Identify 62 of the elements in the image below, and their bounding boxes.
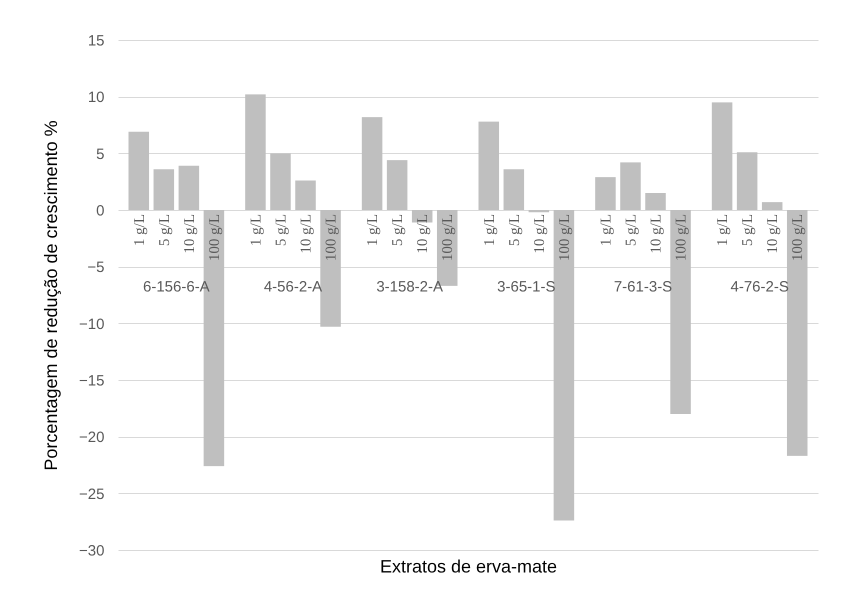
y-tick-label: −15 xyxy=(79,372,104,390)
x-tick-label: 3-158-2-A xyxy=(376,278,444,296)
text: 5 g/L xyxy=(156,214,173,246)
text: 5 g/L xyxy=(506,214,523,246)
bar xyxy=(154,169,174,210)
text: 10 g/L xyxy=(415,214,432,254)
bar xyxy=(670,210,691,414)
text: 1 g/L xyxy=(132,214,148,246)
text: 10 g/L xyxy=(182,214,198,254)
bar xyxy=(620,162,641,210)
bar xyxy=(504,169,524,210)
y-tick-label: −25 xyxy=(79,486,104,503)
y-tick-label: 0 xyxy=(96,202,104,220)
text: 1 g/L xyxy=(365,214,382,246)
text: 100 g/L xyxy=(674,214,690,262)
bar xyxy=(554,210,574,521)
bar xyxy=(712,102,732,210)
bar xyxy=(762,202,782,210)
text: 5 g/L xyxy=(623,214,640,246)
bar xyxy=(386,160,408,210)
y-tick-label: −20 xyxy=(79,429,104,446)
bar xyxy=(478,122,500,210)
bar xyxy=(295,180,316,210)
text: 100 g/L xyxy=(556,214,573,262)
text: 100 g/L xyxy=(440,214,456,262)
y-tick-label: −30 xyxy=(79,542,104,560)
y-tick-label: −10 xyxy=(79,316,104,333)
text: 10 g/L xyxy=(532,214,548,254)
bar xyxy=(362,117,382,210)
y-tick-label: 5 xyxy=(96,146,104,163)
bar xyxy=(786,210,808,456)
text: 10 g/L xyxy=(648,214,665,254)
bar xyxy=(736,152,758,210)
y-tick-label: 15 xyxy=(88,32,104,50)
x-tick-label: 6-156-6-A xyxy=(142,278,210,296)
x-tick-label: 4-56-2-A xyxy=(264,278,322,296)
x-axis-title: Extratos de erva-mate xyxy=(380,556,558,576)
text: 1 g/L xyxy=(715,214,732,246)
text: 100 g/L xyxy=(324,214,340,262)
x-tick-label: 7-61-3-S xyxy=(614,278,672,296)
bar xyxy=(128,132,150,210)
x-tick-label: 4-76-2-S xyxy=(730,278,789,296)
bar xyxy=(320,210,341,327)
y-tick-label: −5 xyxy=(87,259,104,276)
text: 5 g/L xyxy=(740,214,756,246)
bar xyxy=(595,177,616,210)
text: 5 g/L xyxy=(273,214,290,246)
y-tick-label: 10 xyxy=(88,89,104,106)
y-axis-title: Porcentagem de redução de crescimento % xyxy=(41,120,62,471)
x-tick-label: 3-65-1-S xyxy=(497,278,556,296)
text: 10 g/L xyxy=(298,214,315,254)
bar xyxy=(270,153,291,210)
bar xyxy=(178,166,200,210)
text: 5 g/L xyxy=(390,214,406,246)
series-label: 100 g/L xyxy=(206,214,223,262)
bar xyxy=(645,193,666,210)
text: 100 g/L xyxy=(790,214,806,262)
text: 1 g/L xyxy=(248,214,264,246)
text: 1 g/L xyxy=(482,214,498,246)
text: 1 g/L xyxy=(598,214,614,246)
text: 10 g/L xyxy=(765,214,782,254)
bar xyxy=(245,94,266,210)
